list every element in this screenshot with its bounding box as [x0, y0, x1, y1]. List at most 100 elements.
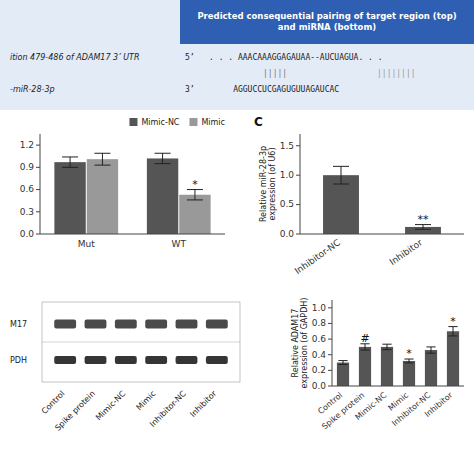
y-label-line: expression (of GAPDH): [300, 298, 309, 389]
bar: [425, 350, 437, 386]
x-tick-label: Inhibitor: [388, 237, 425, 267]
bar: [403, 361, 415, 386]
y-tick: [328, 339, 332, 340]
bar: [447, 331, 459, 386]
error-cap: [94, 153, 110, 154]
annotation: #: [360, 332, 369, 345]
header-background: [0, 0, 474, 110]
sequence: 5’ . . . AAACAAAGGAGAUAA--AUCUAGUA. . .: [185, 53, 382, 62]
y-tick: [328, 386, 332, 387]
y-axis: [40, 134, 41, 234]
y-tick: [36, 145, 40, 146]
lane-label: Mimic-NC: [94, 389, 128, 423]
bar-chart: 0.00.20.40.60.81.0ControlSpike proteinMi…: [291, 298, 464, 432]
bar: [359, 347, 371, 386]
x-tick-label: WT: [172, 239, 187, 249]
lane-label: Inhibitor-NC: [148, 389, 188, 429]
y-tick-label: 0.4: [312, 350, 327, 360]
y-tick-label: 1.2: [20, 140, 34, 150]
y-tick: [36, 211, 40, 212]
y-tick: [36, 167, 40, 168]
y-tick-label: 0.3: [20, 207, 34, 217]
annotation: *: [450, 315, 456, 328]
error-cap: [338, 364, 347, 365]
error-cap: [155, 153, 171, 154]
y-tick-label: 0.8: [312, 318, 327, 328]
y-tick: [36, 189, 40, 190]
figure: Predicted consequential pairing of targe…: [0, 0, 474, 474]
blot-row-label: M17: [10, 320, 27, 329]
bar: [179, 195, 210, 234]
y-tick: [296, 145, 300, 146]
bars: [337, 327, 459, 386]
y-tick-label: 0.5: [280, 199, 294, 209]
y-tick: [328, 354, 332, 355]
error-line: [341, 166, 342, 184]
band: [145, 320, 167, 329]
y-tick-label: 0.2: [312, 365, 326, 375]
band: [145, 356, 167, 364]
error-bar: [448, 327, 457, 336]
x-tick-label: Mimic-NC: [353, 390, 388, 422]
error-bar: [382, 344, 391, 349]
error-cap: [426, 346, 435, 347]
error-cap: [187, 199, 203, 200]
row-label: -miR-28-3p: [10, 85, 55, 94]
blot-separator: [42, 342, 240, 343]
y-label-line: Relative ADAM17: [291, 309, 300, 378]
lane-label: Mimic: [135, 389, 158, 412]
y-tick: [296, 204, 300, 205]
y-label: Relative miR-28-3pexpression (of U6): [259, 146, 277, 222]
error-bar: [426, 347, 435, 353]
error-cap: [62, 167, 78, 168]
y-tick-label: 0.0: [312, 381, 327, 391]
lane-label: Spike protein: [53, 389, 97, 433]
band: [54, 320, 76, 329]
x-tick-label: Inhibitor-NC: [293, 237, 342, 276]
error-cap: [360, 350, 369, 351]
band: [115, 356, 137, 364]
y-tick: [328, 370, 332, 371]
error-bar: [187, 190, 203, 200]
y-tick-label: 0.9: [20, 162, 35, 172]
bar: [87, 159, 118, 234]
bar-chart: 0.00.51.01.5Inhibitor-NCInhibitorRelativ…: [254, 115, 464, 276]
error-cap: [338, 360, 347, 361]
bars: [323, 166, 441, 234]
error-line: [70, 157, 71, 167]
title-line: Predicted consequential pairing of targe…: [197, 11, 456, 21]
y-tick-label: 0.0: [280, 229, 295, 239]
annotation: *: [192, 178, 198, 191]
bar: [337, 363, 349, 386]
error-cap: [448, 335, 457, 336]
y-tick: [36, 234, 40, 235]
band: [176, 320, 198, 329]
x-tick-label: Mut: [78, 239, 95, 249]
x-axis: [332, 386, 464, 387]
bar: [381, 347, 393, 386]
error-bar: [62, 157, 78, 167]
band: [176, 356, 198, 364]
error-line: [194, 190, 195, 200]
error-bar: [338, 361, 347, 365]
legend-label: Mimic-NC: [141, 118, 179, 127]
annotation: *: [406, 347, 412, 360]
error-line: [453, 327, 454, 336]
y-axis: [300, 134, 301, 234]
bar: [323, 175, 359, 234]
y-tick: [296, 175, 300, 176]
y-tick-label: 1.5: [280, 141, 294, 151]
title: Predicted consequential pairing of targe…: [197, 11, 456, 32]
pairing: |||||: [263, 69, 287, 78]
error-bar: [155, 153, 171, 163]
y-tick-label: 1.0: [312, 303, 327, 313]
legend-swatch: [189, 118, 197, 126]
title-band: [180, 0, 474, 44]
x-axis: [40, 234, 225, 235]
band: [85, 356, 107, 364]
legend: MimicMimic-NC: [129, 118, 225, 127]
bar: [54, 162, 85, 234]
blot: M17PDHControlSpike proteinMimic-NCMimicI…: [10, 302, 240, 433]
row-label: ition 479-486 of ADAM17 3’ UTR: [10, 53, 140, 62]
error-line: [343, 361, 344, 365]
